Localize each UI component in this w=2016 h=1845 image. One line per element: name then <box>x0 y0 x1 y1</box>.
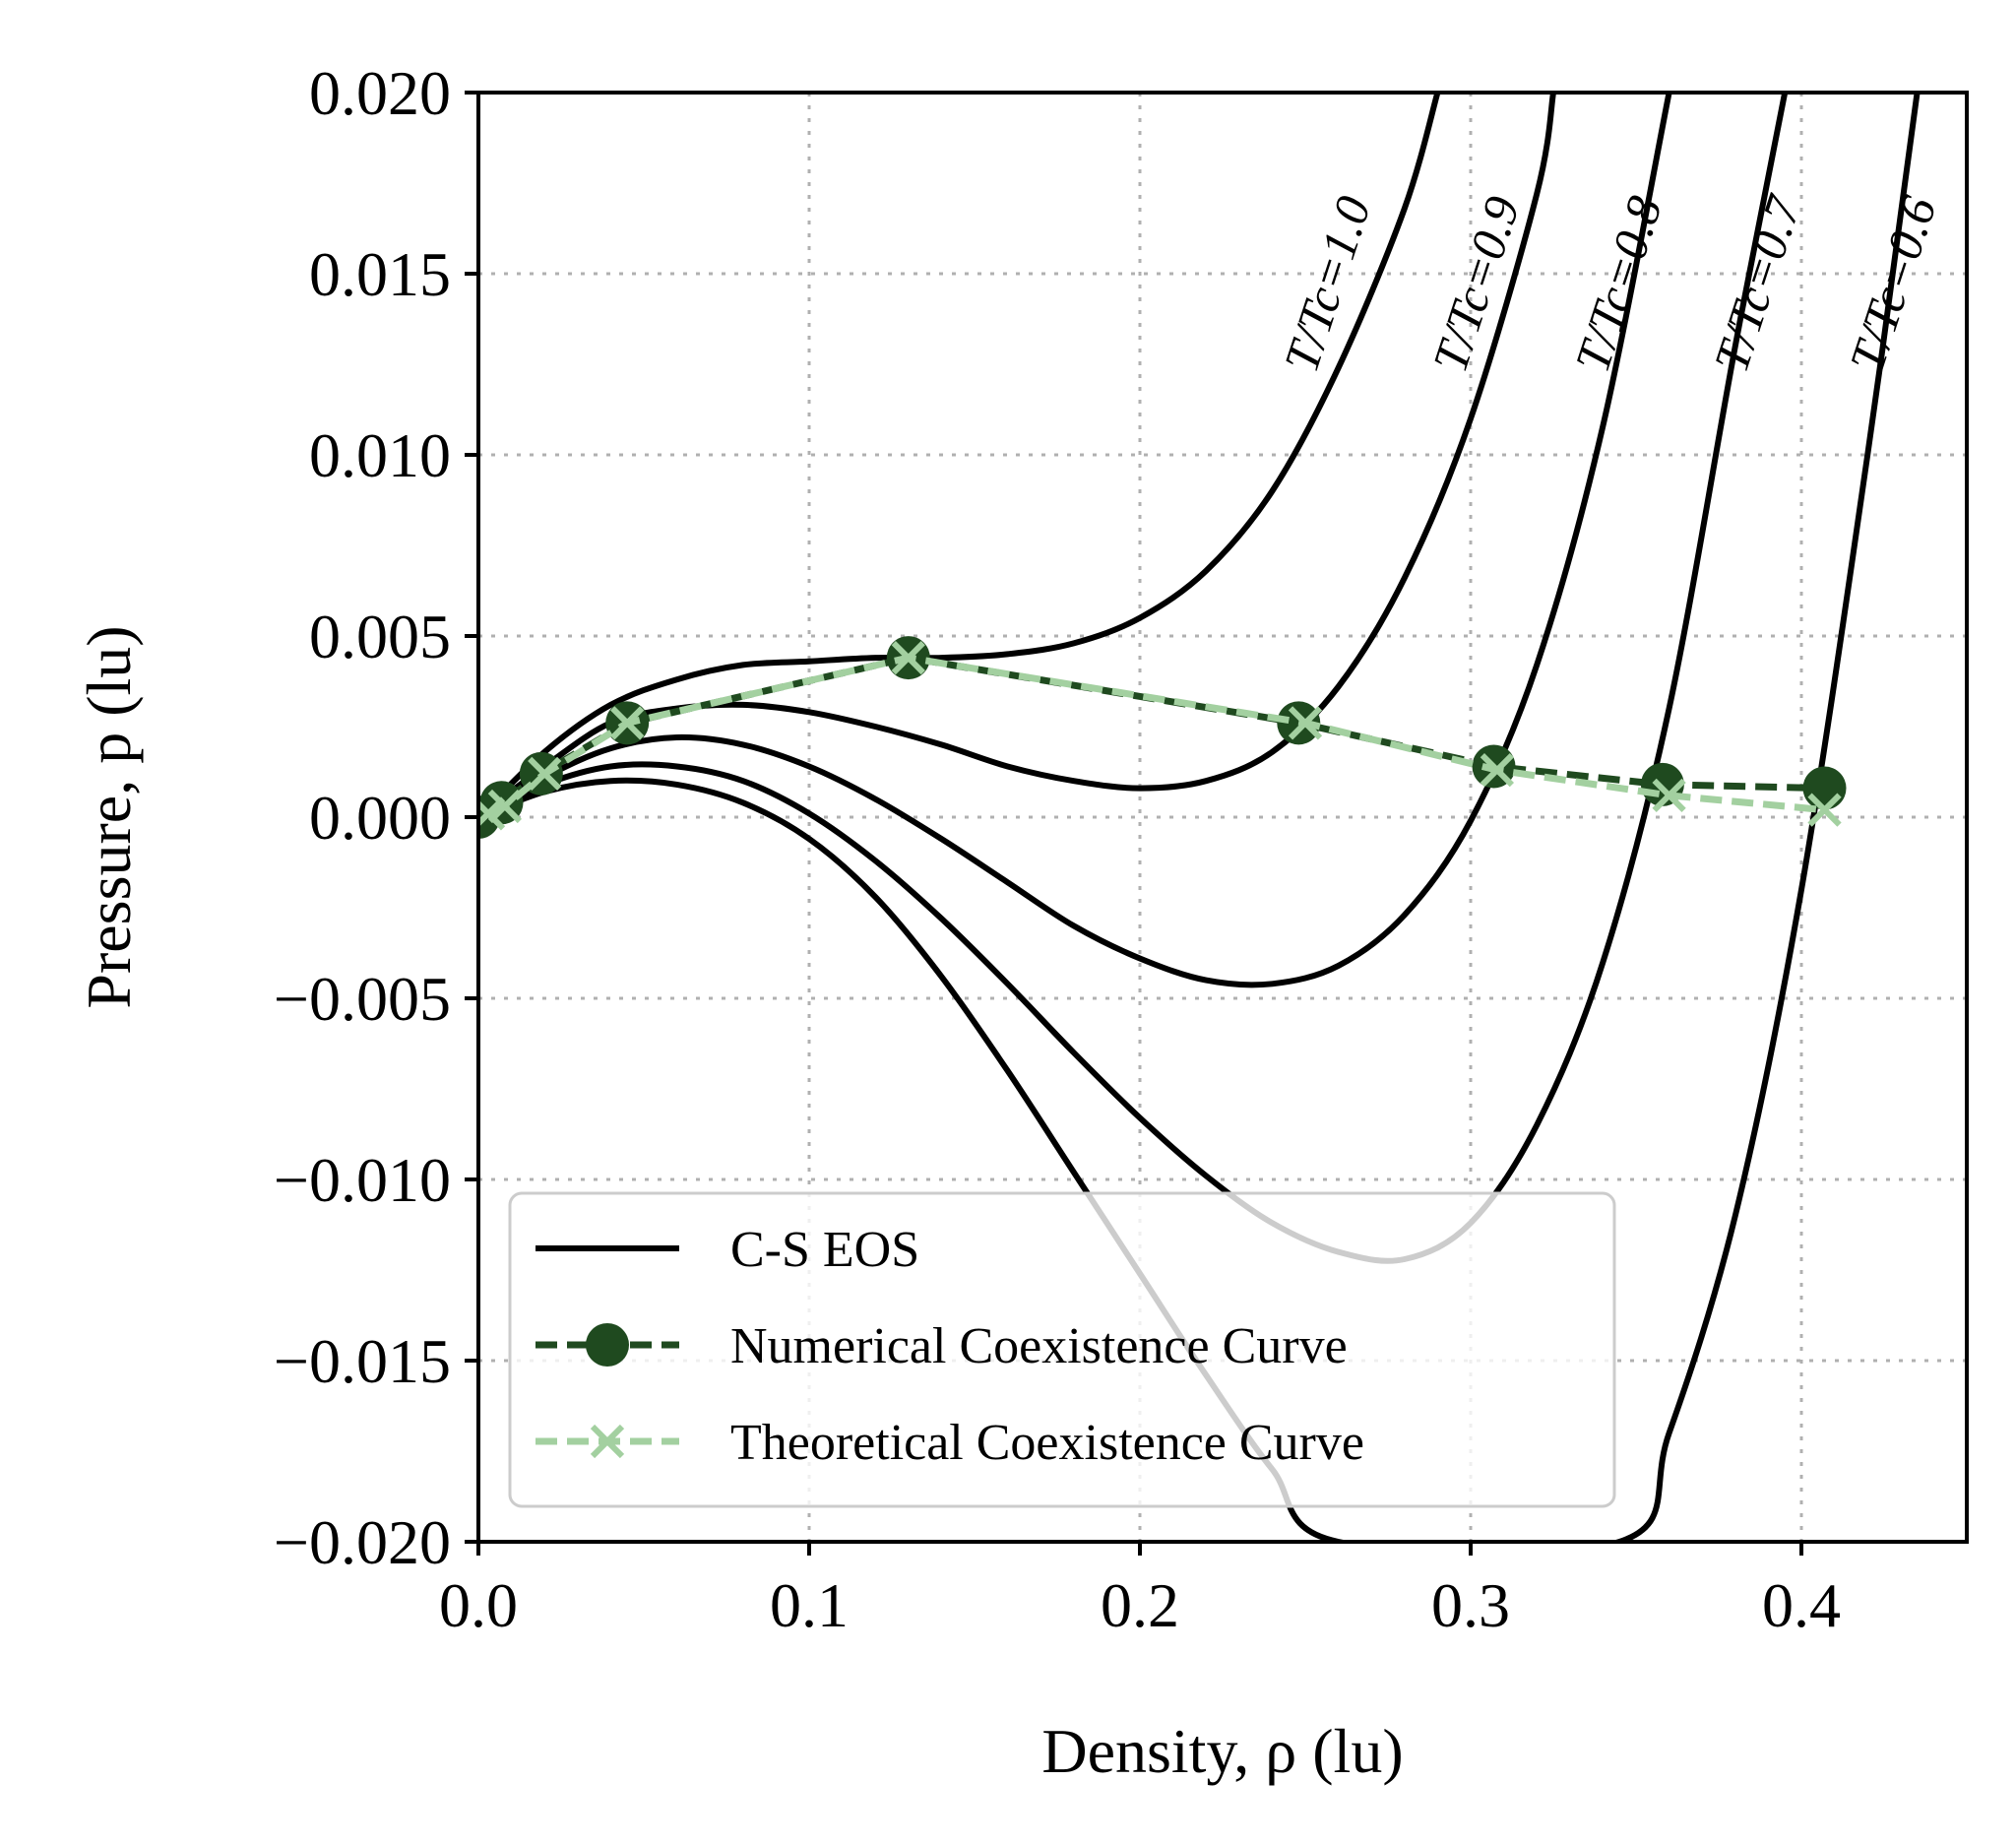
y-tick-label: −0.010 <box>274 1145 451 1215</box>
legend-box <box>508 1191 1616 1508</box>
axis-ticks: 0.0 0.1 0.2 0.3 0.4 −0.020 −0.015 −0.010 −0.005 0… <box>274 58 1841 1640</box>
theoretical-coexistence-point <box>487 789 523 824</box>
theoretical-x-stroke-b <box>891 640 925 675</box>
x-tick-label: 0.2 <box>1101 1570 1179 1640</box>
theoretical-x-stroke-b <box>1480 753 1515 788</box>
x-axis-label: Density, ρ (lu) <box>1041 1716 1403 1786</box>
y-tick-label: 0.015 <box>309 239 451 309</box>
x-tick-label: 0.3 <box>1431 1570 1510 1640</box>
theoretical-coexistence-point <box>1807 793 1842 827</box>
y-tick-label: −0.005 <box>274 964 451 1034</box>
theoretical-coexistence-point <box>610 706 645 740</box>
y-tick-label: 0.000 <box>309 783 451 853</box>
x-tick-label: 0.0 <box>439 1570 518 1640</box>
y-tick-label: 0.020 <box>309 58 451 128</box>
legend: C-S EOS Numerical Coexistence Curve Theore… <box>508 1191 1616 1508</box>
legend-label-0: C-S EOS <box>730 1222 919 1278</box>
theoretical-coexistence-point <box>1652 778 1686 813</box>
theoretical-x-stroke-b <box>610 706 645 740</box>
eos-curve-0 <box>478 93 1441 820</box>
eos-curve-3 <box>478 93 1789 1264</box>
y-tick-label: −0.015 <box>274 1326 451 1396</box>
y-tick-label: −0.020 <box>274 1507 451 1577</box>
eos-curve-2 <box>478 93 1672 988</box>
legend-label-1: Numerical Coexistence Curve <box>730 1318 1348 1374</box>
y-axis-label: Pressure, p (lu) <box>74 625 144 1008</box>
legend-label-2: Theoretical Coexistence Curve <box>730 1415 1364 1471</box>
theoretical-x-stroke-b <box>487 789 523 824</box>
theoretical-x-stroke-b <box>1807 793 1842 827</box>
eos-curves <box>478 93 1921 1542</box>
numerical-coexistence-point <box>1802 766 1847 810</box>
x-tick-label: 0.4 <box>1762 1570 1841 1640</box>
theoretical-x-stroke-b <box>1652 778 1686 813</box>
theoretical-coexistence-point <box>1288 706 1323 740</box>
theoretical-coexistence-point <box>1480 753 1515 788</box>
x-tick-label: 0.1 <box>770 1570 849 1640</box>
theoretical-x-stroke-b <box>1288 706 1323 740</box>
coexistence-curves <box>478 636 1847 839</box>
legend-marker-x-b <box>590 1424 625 1459</box>
theoretical-coexistence-point <box>891 640 925 675</box>
y-tick-label: 0.010 <box>309 420 451 490</box>
y-tick-label: 0.005 <box>309 602 451 671</box>
legend-marker-circle <box>586 1323 629 1367</box>
theoretical-coexistence-point <box>528 756 562 791</box>
theoretical-x-stroke-b <box>528 756 562 791</box>
